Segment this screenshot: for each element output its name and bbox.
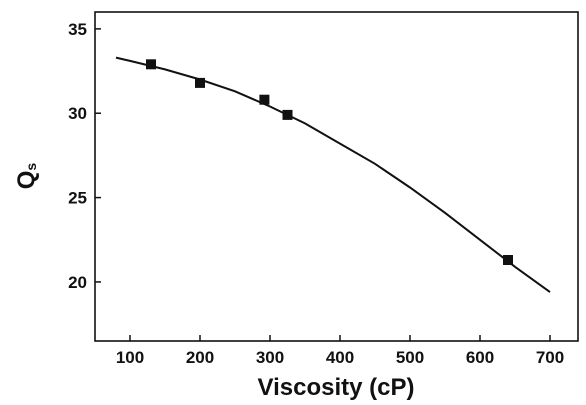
y-tick-label: 35 [68,20,87,39]
x-tick-label: 100 [116,348,144,367]
y-tick-label: 30 [68,104,87,123]
x-tick-label: 300 [256,348,284,367]
data-point [146,59,156,70]
x-tick-label: 500 [396,348,424,367]
y-tick-label: 25 [68,189,87,208]
data-point [259,94,270,105]
x-tick-label: 600 [466,348,494,367]
x-tick-label: 200 [186,348,214,367]
data-point [282,109,293,120]
data-point [195,77,205,88]
y-tick-label: 20 [68,273,87,292]
data-point [503,255,513,265]
x-tick-label: 400 [326,348,354,367]
fit-curve [115,56,551,293]
plot-frame [94,11,579,342]
x-tick-label: 700 [536,348,564,367]
x-axis-title: Viscosity (cP) [258,374,415,401]
y-axis-title: Qs [13,163,40,190]
